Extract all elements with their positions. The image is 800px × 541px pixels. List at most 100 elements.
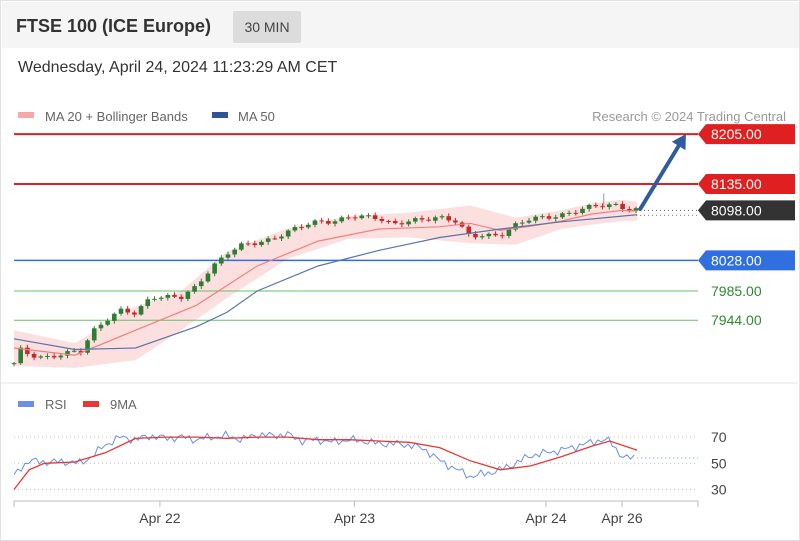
level-tag-0 xyxy=(698,124,795,145)
candle-body-66 xyxy=(453,220,458,223)
candle-body-53 xyxy=(366,215,371,217)
level-tag-3 xyxy=(698,250,795,271)
candle-body-28 xyxy=(198,281,204,287)
candle-body-30 xyxy=(212,263,217,274)
candle-body-44 xyxy=(305,224,311,228)
candle-body-72 xyxy=(493,233,498,236)
candle-body-4 xyxy=(38,356,44,358)
rsi-tick-label-0: 70 xyxy=(711,429,727,445)
candle-body-93 xyxy=(633,208,639,211)
candle-body-6 xyxy=(51,355,57,358)
candle-body-2 xyxy=(25,347,30,354)
ma20-legend-label: MA 20 + Bollinger Bands xyxy=(45,109,188,124)
level-label-4: 7985.00 xyxy=(711,283,762,299)
level-label-1: 8135.00 xyxy=(711,176,762,192)
candle-body-5 xyxy=(45,355,50,357)
candle-body-23 xyxy=(165,295,171,298)
candle-body-3 xyxy=(31,353,37,358)
projection-arrow-head xyxy=(671,133,686,151)
candle-body-70 xyxy=(479,236,485,238)
candle-body-52 xyxy=(359,215,365,219)
candle-body-43 xyxy=(299,227,304,229)
candle-body-24 xyxy=(172,295,177,297)
rsi-line xyxy=(13,430,635,479)
candle-body-49 xyxy=(339,217,345,222)
instrument-title: FTSE 100 (ICE Europe) xyxy=(16,16,212,36)
candle-body-47 xyxy=(326,221,331,224)
candle-body-32 xyxy=(225,254,231,258)
rsi-ma-legend-label: 9MA xyxy=(110,397,137,412)
candle-body-79 xyxy=(540,216,545,218)
candle-body-7 xyxy=(58,355,64,358)
level-label-0: 8205.00 xyxy=(711,126,762,142)
candle-body-48 xyxy=(332,221,338,224)
candle-body-55 xyxy=(379,218,385,221)
candle-body-59 xyxy=(406,221,411,225)
candle-body-92 xyxy=(626,209,632,211)
level-label-3: 8028.00 xyxy=(711,252,762,268)
chart-header: FTSE 100 (ICE Europe) 30 MIN xyxy=(2,2,799,48)
candle-body-35 xyxy=(245,243,251,245)
candle-body-0 xyxy=(11,363,17,365)
candle-body-36 xyxy=(252,243,258,246)
rsi-ma-legend-swatch xyxy=(83,401,99,407)
candle-body-41 xyxy=(285,230,291,237)
candle-body-80 xyxy=(546,216,552,219)
projection-arrow-shaft xyxy=(638,137,685,211)
candle-body-1 xyxy=(18,347,23,364)
bollinger-band xyxy=(14,199,638,368)
x-axis: Apr 22 Apr 23 Apr 24 Apr 26 xyxy=(13,501,699,526)
rsi-tick-label-1: 50 xyxy=(711,455,727,471)
candle-body-10 xyxy=(78,350,84,353)
candle-body-17 xyxy=(125,308,130,313)
candle-body-29 xyxy=(205,273,211,282)
candle-body-25 xyxy=(178,296,184,299)
candle-body-45 xyxy=(312,220,318,225)
candle-body-85 xyxy=(580,208,585,214)
x-tick-label-2: Apr 24 xyxy=(525,510,566,526)
candle-body-13 xyxy=(98,324,104,329)
level-label-5: 7944.00 xyxy=(711,312,762,328)
x-tick-label-1: Apr 23 xyxy=(334,510,375,526)
candle-body-18 xyxy=(132,312,137,315)
candle-body-77 xyxy=(526,220,532,223)
candle-body-75 xyxy=(513,223,518,230)
candle-body-87 xyxy=(593,205,599,207)
candle-body-57 xyxy=(392,220,398,224)
ma50-legend-label: MA 50 xyxy=(238,109,275,124)
candle-body-20 xyxy=(145,299,151,307)
candle-body-11 xyxy=(85,340,90,353)
candle-body-37 xyxy=(259,241,264,246)
x-tick-label-0: Apr 22 xyxy=(139,510,180,526)
candle-body-84 xyxy=(573,212,579,214)
candle-body-21 xyxy=(152,298,157,300)
candle-body-63 xyxy=(433,217,438,221)
candle-body-90 xyxy=(613,203,619,205)
candle-body-14 xyxy=(105,320,110,325)
candle-body-8 xyxy=(65,351,70,356)
candle-body-38 xyxy=(265,238,271,242)
rsi-tick-label-2: 30 xyxy=(711,481,727,497)
ma20-legend-swatch xyxy=(18,112,34,118)
candle-body-74 xyxy=(506,229,512,236)
candle-body-50 xyxy=(346,217,351,219)
ma50-legend-swatch xyxy=(212,112,228,118)
timeframe-badge[interactable]: 30 MIN xyxy=(233,11,301,43)
candle-body-9 xyxy=(71,350,77,352)
candle-body-54 xyxy=(372,215,378,219)
candle-body-34 xyxy=(239,243,244,250)
candle-body-31 xyxy=(219,257,224,264)
candle-body-81 xyxy=(553,217,559,219)
x-tick-label-3: Apr 26 xyxy=(601,510,642,526)
level-label-2: 8098.00 xyxy=(711,202,762,218)
candle-body-76 xyxy=(519,222,525,224)
level-tag-2 xyxy=(698,200,795,221)
candle-body-61 xyxy=(419,218,425,220)
candle-body-60 xyxy=(412,218,418,222)
candle-body-71 xyxy=(486,233,492,237)
ma50-line xyxy=(13,214,638,351)
price-panel: 8205.00 8135.00 8098.00 8028.00 7985.00 7944.… xyxy=(11,124,795,368)
candle-body-83 xyxy=(566,212,572,214)
